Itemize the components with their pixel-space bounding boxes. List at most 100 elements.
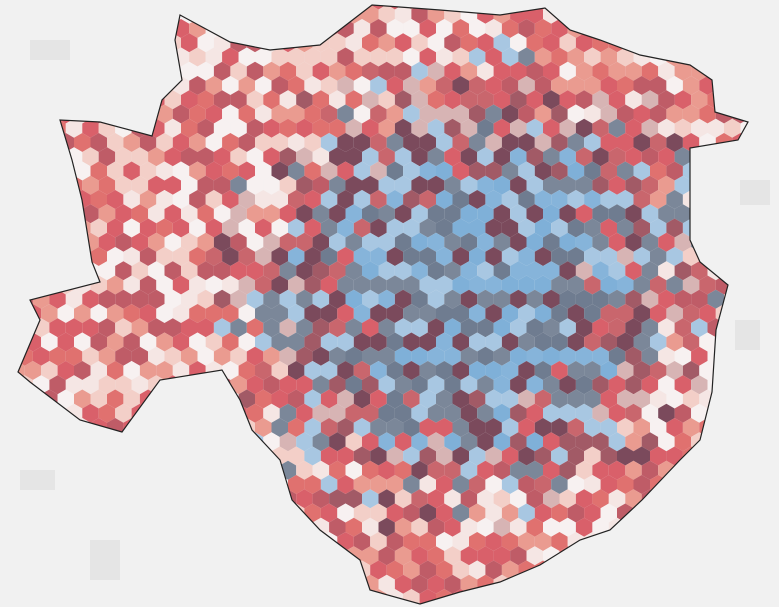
hex-cell — [518, 247, 535, 266]
hex-cell — [600, 76, 617, 95]
hex-cell — [493, 90, 511, 110]
hex-cell — [296, 489, 313, 509]
hex-cell — [551, 503, 568, 523]
hex-cell — [444, 489, 461, 509]
hex-cell — [123, 361, 140, 380]
hex-cell — [394, 489, 412, 509]
block — [90, 540, 120, 580]
hex-cell — [156, 332, 173, 352]
hex-cell — [230, 175, 247, 195]
hex-cell — [205, 275, 223, 295]
hex-cell — [304, 275, 321, 295]
hex-cell — [312, 403, 330, 423]
hex-cell — [682, 389, 700, 409]
hex-cell — [575, 33, 593, 53]
hex-cell — [345, 346, 362, 366]
hex-cell — [90, 190, 107, 209]
hex-cell — [452, 532, 469, 551]
hex-cell — [526, 375, 543, 395]
hex-cell — [600, 361, 617, 380]
hex-cell — [394, 546, 412, 566]
hex-cell — [329, 147, 346, 167]
hex-cell — [189, 104, 206, 124]
hex-cell — [534, 190, 552, 209]
hex-cell — [386, 361, 404, 380]
hex-cell — [617, 389, 634, 409]
hex-cell — [444, 232, 461, 252]
hex-cell — [131, 318, 149, 338]
hex-cell — [691, 375, 708, 395]
hex-cell — [592, 261, 609, 281]
hex-cell — [386, 418, 404, 437]
hex-cell — [329, 204, 346, 224]
hex-cell — [592, 403, 609, 423]
block — [740, 180, 770, 205]
hex-cell — [411, 232, 428, 252]
hex-cell — [427, 61, 445, 81]
hex-cell — [625, 204, 642, 224]
hex-cell — [444, 318, 461, 338]
hex-cell — [444, 33, 461, 53]
hex-cell — [510, 118, 527, 138]
hex-cell — [419, 133, 436, 152]
hex-cell — [288, 104, 305, 124]
hex-cell — [131, 232, 149, 252]
hex-cell — [263, 289, 280, 309]
hex-cell — [189, 161, 206, 181]
hex-cell — [320, 332, 338, 352]
hex-cell — [444, 546, 461, 566]
hex-cell — [510, 318, 527, 338]
hex-cell — [534, 161, 552, 181]
hex-cell — [312, 175, 330, 195]
hex-cell — [386, 475, 404, 494]
hex-cell — [131, 346, 149, 366]
hex-cell — [460, 346, 478, 366]
hex-cell — [460, 289, 478, 309]
hex-cell — [345, 61, 362, 81]
hex-cell — [378, 5, 395, 24]
hex-cell — [674, 204, 692, 224]
hex-cell — [164, 118, 181, 138]
hex-cell — [255, 332, 272, 352]
hex-cell — [320, 475, 338, 494]
hex-cell — [304, 190, 321, 209]
hex-cell — [617, 332, 634, 352]
hex-cell — [477, 432, 494, 452]
hex-cell — [329, 289, 346, 309]
hex-cell — [181, 175, 198, 195]
hex-cell — [600, 47, 617, 67]
hex-cell — [362, 33, 379, 53]
hex-cell — [567, 161, 585, 181]
hex-cell — [460, 460, 478, 480]
hex-cell — [625, 460, 642, 480]
hex-cell — [699, 332, 716, 352]
hex-cell — [518, 19, 535, 38]
hex-cell — [534, 76, 552, 95]
hex-cell — [345, 318, 362, 338]
hex-cell — [82, 403, 99, 423]
hex-cell — [641, 232, 659, 252]
hex-cell — [650, 247, 667, 266]
hex-cell — [493, 375, 511, 395]
hex-cell — [584, 133, 601, 152]
hex-cell — [172, 161, 190, 181]
hex-cell — [452, 475, 469, 494]
hex-cell — [246, 175, 264, 195]
hex-cell — [320, 47, 338, 67]
hex-cell — [312, 489, 330, 509]
hex-cell — [567, 190, 585, 209]
hex-cell — [559, 318, 576, 338]
hex-cell — [394, 289, 412, 309]
hex-cell — [403, 475, 420, 494]
hex-cell — [493, 403, 511, 423]
hex-cell — [493, 489, 511, 509]
hex-cell — [452, 190, 469, 209]
hex-cell — [575, 232, 593, 252]
hex-cell — [501, 446, 519, 466]
hex-cell — [641, 118, 659, 138]
hex-cell — [444, 460, 461, 480]
hex-cell — [353, 76, 371, 95]
hex-cell — [485, 133, 502, 152]
hex-cell — [427, 204, 445, 224]
hex-cell — [543, 517, 560, 537]
